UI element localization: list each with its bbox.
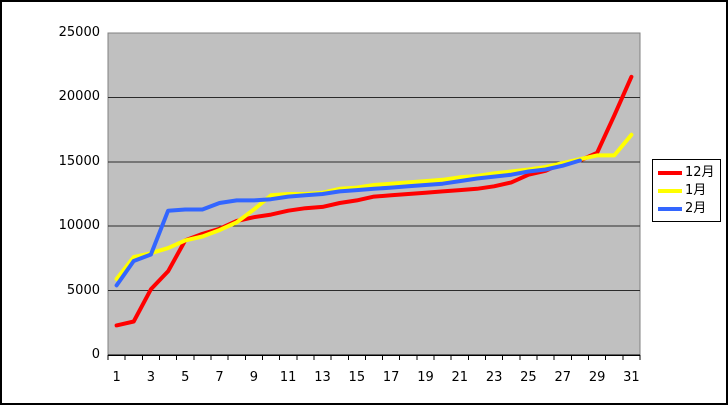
x-tick-label: 1 [112, 370, 121, 385]
x-tick-label: 13 [314, 370, 331, 385]
y-tick-label: 20000 [58, 89, 100, 105]
x-tick-label: 21 [451, 370, 469, 385]
y-tick-label: 5000 [66, 282, 100, 298]
x-tick-label: 17 [382, 370, 400, 385]
series-line-marker-icon [658, 189, 682, 193]
y-tick-label: 25000 [58, 25, 100, 40]
y-tick-label: 10000 [58, 218, 100, 234]
x-tick-label: 7 [215, 370, 224, 385]
legend-label: 1月 [685, 183, 707, 198]
legend-label: 12月 [685, 165, 715, 180]
x-tick-label: 25 [520, 370, 537, 385]
x-tick-label: 27 [554, 370, 572, 385]
x-tick-label: 31 [623, 370, 640, 385]
legend-item-december: 12月 [658, 164, 720, 182]
y-tick-label: 0 [91, 347, 100, 362]
x-tick-label: 5 [181, 370, 190, 385]
series-line-marker-icon [658, 171, 682, 175]
x-tick-label: 29 [588, 370, 606, 385]
legend-item-january: 1月 [658, 182, 720, 200]
plot-area [107, 32, 641, 360]
x-tick-label: 11 [279, 370, 297, 385]
y-tick-label: 15000 [58, 153, 100, 169]
legend-label: 2月 [685, 201, 707, 216]
x-tick-label: 3 [146, 370, 156, 385]
legend-item-february: 2月 [658, 200, 720, 218]
x-tick-label: 9 [249, 370, 258, 385]
series-line-marker-icon [658, 207, 682, 211]
x-tick-label: 19 [417, 370, 434, 385]
x-tick-label: 15 [348, 370, 366, 385]
legend: 12月 1月 2月 [652, 159, 721, 222]
x-tick-label: 23 [485, 370, 503, 385]
